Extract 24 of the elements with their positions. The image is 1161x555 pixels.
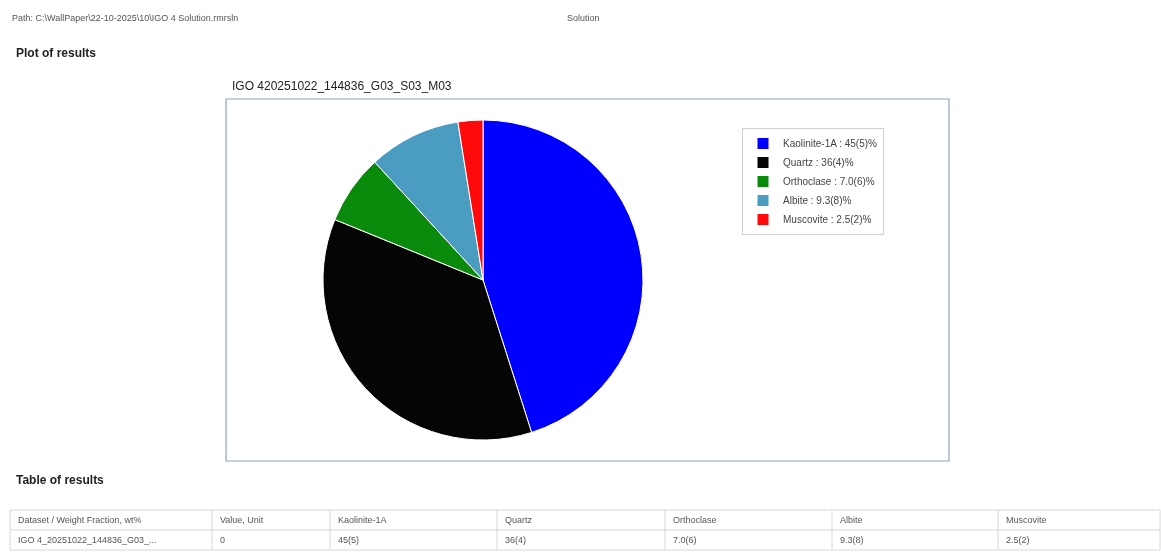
text: 2.5(2) [1006,535,1030,545]
text: Muscovite [1006,515,1047,525]
text: 0 [220,535,226,545]
text: IGO 4_20251022_144836_G03_... [18,535,157,545]
text: Table of results [16,473,105,487]
text: Kaolinite-1A [338,515,387,525]
text: 9.3(8) [840,535,864,545]
text: Value, Unit [220,515,264,525]
text: Plot of results [16,46,97,60]
legend-label: Orthoclase : 7.0(6)% [783,176,875,188]
text: 45(5) [338,535,360,545]
text: Dataset / Weight Fraction, wt% [18,515,142,525]
legend-label: Albite : 9.3(8)% [783,195,852,207]
legend-label: Quartz : 36(4)% [783,157,854,169]
chart-title: IGO 420251022_144836_G03_S03_M03 [232,79,452,93]
text: 7.0(6) [673,535,697,545]
text: Solution [567,13,600,23]
legend-label: Muscovite : 2.5(2)% [783,214,872,226]
text: 36(4) [505,535,527,545]
legend-label: Kaolinite-1A : 45(5)% [783,138,878,150]
text: Quartz [505,515,533,525]
text: Orthoclase [673,515,717,525]
text: Albite [840,515,863,525]
text: Path: C:\WallPaper\22-10-2025\10\IGO 4 Solution.rmrsln [12,13,239,23]
